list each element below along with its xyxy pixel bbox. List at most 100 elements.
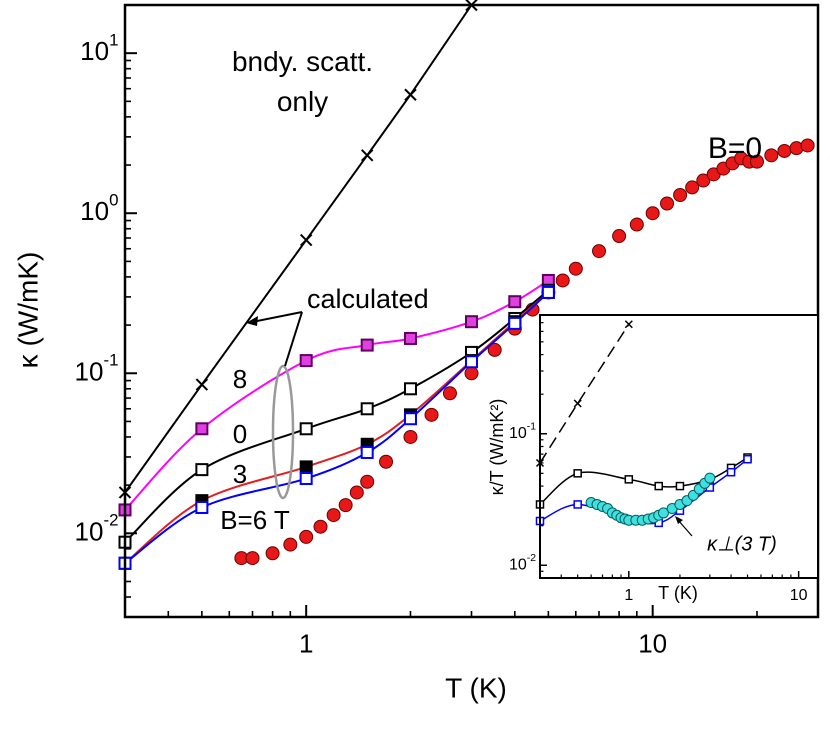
series-label: B=6 T [220, 505, 290, 535]
annotation: calculated [307, 284, 429, 314]
marker [299, 422, 313, 436]
y-tick-exponent: -2 [527, 553, 536, 564]
marker [299, 233, 313, 247]
marker [195, 463, 209, 477]
x-tick-label: 1 [624, 587, 633, 604]
marker [764, 148, 779, 163]
marker [777, 143, 792, 158]
series-label: B=0 [708, 132, 762, 165]
marker [800, 138, 815, 153]
arrow [284, 311, 303, 367]
y-tick-exponent: -1 [103, 351, 118, 370]
marker [403, 382, 417, 396]
marker [749, 154, 764, 169]
marker [360, 402, 374, 416]
marker [573, 500, 582, 509]
marker [555, 273, 570, 288]
marker [673, 187, 688, 202]
arrow [677, 519, 693, 537]
marker [508, 316, 522, 330]
marker [245, 551, 260, 566]
marker [465, 355, 478, 369]
marker [568, 261, 583, 276]
y-tick-label: 10-1 [75, 351, 119, 386]
marker [624, 475, 634, 484]
marker [654, 481, 663, 491]
marker [442, 386, 457, 401]
marker [379, 454, 394, 469]
marker [541, 285, 555, 299]
marker [403, 412, 417, 426]
x-tick-label: 10 [638, 628, 667, 658]
series-label: 0 [233, 419, 247, 449]
y-tick-base: 10 [509, 556, 527, 573]
marker [299, 354, 313, 368]
y-tick-base: 10 [75, 516, 104, 546]
marker [696, 173, 711, 188]
marker [299, 472, 313, 486]
arrow [251, 311, 303, 323]
y-tick-label: 101 [80, 31, 118, 66]
marker [360, 445, 374, 459]
marker [592, 244, 607, 259]
marker [360, 149, 374, 162]
y-axis-label: κ (W/mK) [12, 252, 43, 369]
x-tick-label: 1 [299, 628, 313, 658]
marker [464, 366, 479, 381]
marker [726, 467, 736, 477]
plot-frame [539, 314, 819, 579]
marker [487, 342, 502, 357]
marker [349, 485, 364, 500]
group-ellipse [271, 364, 295, 500]
marker [326, 508, 341, 523]
y-tick-base: 10 [80, 36, 109, 66]
marker [299, 460, 313, 474]
plot-frame [123, 3, 820, 619]
marker [195, 422, 209, 436]
y-tick-label: 10-1 [509, 421, 536, 442]
marker [645, 206, 660, 221]
y-tick-base: 10 [75, 356, 104, 386]
marker [424, 407, 439, 422]
marker [404, 88, 417, 101]
y-tick-exponent: 1 [109, 31, 118, 50]
marker [660, 196, 675, 211]
plot-area [540, 315, 818, 578]
y-tick-exponent: 0 [109, 191, 118, 210]
marker [195, 378, 209, 391]
series-label: 3 [233, 459, 247, 489]
marker [360, 338, 374, 352]
marker [675, 481, 685, 491]
marker [612, 229, 627, 244]
marker [743, 454, 752, 464]
y-tick-label: 10-2 [75, 511, 119, 546]
x-axis-label: T (K) [445, 672, 507, 703]
marker [313, 519, 328, 534]
arrow-head [675, 516, 683, 524]
y-tick-base: 10 [80, 196, 109, 226]
marker [657, 507, 669, 519]
marker [299, 529, 314, 544]
series-label: 8 [233, 364, 247, 394]
series-line [124, 4, 473, 494]
y-tick-exponent: -2 [103, 511, 118, 530]
y-tick-label: 100 [80, 191, 118, 226]
series-label: bndy. scatt. only [231, 46, 374, 117]
marker [508, 295, 522, 309]
y-tick-label: 10-2 [509, 553, 536, 574]
marker [624, 320, 633, 329]
marker [704, 472, 716, 484]
marker [685, 180, 700, 195]
series-label: κ⊥(3 T) [707, 533, 777, 555]
marker [573, 399, 582, 408]
y-axis-label: κ/T (W/mK²) [487, 399, 507, 496]
marker [265, 546, 280, 561]
y-tick-base: 10 [509, 425, 527, 442]
marker [338, 498, 353, 513]
y-tick-exponent: -1 [527, 421, 536, 432]
marker [283, 537, 298, 552]
arrow-head [246, 316, 258, 326]
